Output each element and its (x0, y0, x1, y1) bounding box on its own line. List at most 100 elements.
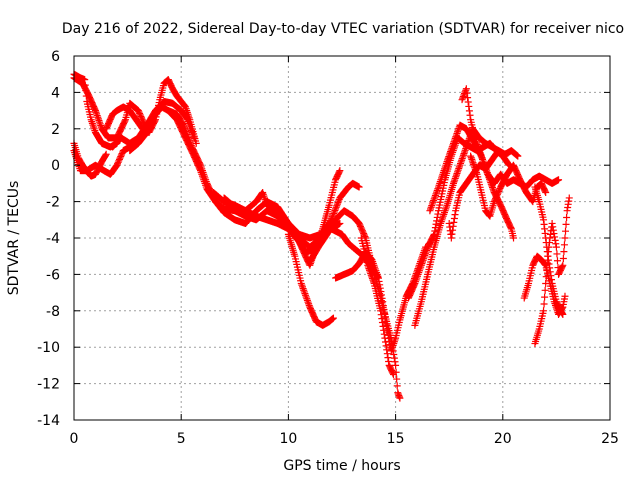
data-point (464, 94, 472, 102)
series-track-20 (445, 147, 509, 242)
x-tick-label: 5 (177, 431, 186, 447)
data-point (381, 338, 389, 346)
data-point (547, 276, 555, 284)
data-point (392, 361, 400, 369)
data-point (121, 117, 129, 125)
data-point (391, 358, 399, 366)
data-point (542, 280, 550, 287)
data-point (302, 291, 310, 299)
data-point (465, 102, 473, 110)
data-point (378, 315, 386, 323)
data-point (462, 85, 470, 93)
data-point (546, 264, 554, 272)
data-point (388, 345, 396, 353)
data-point (427, 205, 435, 213)
data-point (382, 321, 390, 329)
data-point (297, 280, 305, 287)
data-point (553, 257, 561, 265)
data-point (88, 118, 96, 126)
data-point (547, 272, 555, 280)
data-point (382, 317, 390, 325)
data-point (450, 215, 458, 222)
data-point (379, 322, 387, 330)
data-point (334, 199, 342, 207)
data-point (336, 167, 344, 175)
data-point (384, 354, 392, 362)
data-point (303, 296, 311, 304)
data-point (546, 268, 554, 276)
y-tick-label: -6 (46, 267, 60, 283)
data-point (378, 319, 386, 326)
data-point (381, 334, 389, 342)
data-point (551, 233, 559, 241)
data-point (330, 208, 338, 216)
data-point (329, 211, 337, 219)
data-point (299, 285, 307, 293)
data-point (385, 358, 393, 365)
data-point (548, 219, 556, 227)
data-point (562, 220, 570, 228)
data-point (300, 286, 308, 294)
axis-ticks (73, 55, 611, 421)
data-point (551, 236, 559, 244)
data-point (377, 311, 385, 319)
data-point (430, 197, 438, 205)
data-point (335, 197, 343, 205)
data-point (430, 195, 438, 203)
data-point (396, 394, 404, 402)
data-point (541, 286, 549, 294)
data-point (432, 190, 440, 198)
data-point (302, 293, 310, 301)
data-point (390, 350, 398, 358)
data-point (336, 219, 344, 227)
data-point (426, 207, 434, 215)
data-point (431, 193, 439, 201)
data-point (429, 198, 437, 206)
data-point (433, 186, 441, 194)
data-point (448, 230, 456, 238)
data-point (431, 191, 439, 199)
series-track-08 (164, 107, 382, 282)
x-tick-label: 10 (279, 431, 297, 447)
data-point (565, 194, 573, 202)
data-point (335, 168, 343, 176)
data-point (541, 187, 549, 195)
data-point (434, 183, 442, 191)
data-point (305, 300, 313, 308)
tick-labels: 0 5 10 15 20 25 -14 -12 -10 -8 -6 -4 -2 0 2 4 6 (37, 49, 619, 447)
data-point (89, 121, 97, 129)
x-tick-label: 15 (387, 431, 405, 447)
data-point (380, 330, 388, 338)
data-point (501, 152, 509, 160)
data-point (390, 354, 398, 362)
data-point (514, 152, 522, 160)
data-point (361, 233, 369, 241)
data-point (549, 226, 557, 234)
data-point (428, 200, 436, 208)
data-point (544, 252, 552, 260)
data-point (332, 205, 340, 213)
data-point (393, 382, 401, 390)
data-point (553, 250, 561, 258)
data-point (559, 261, 567, 269)
data-point (433, 188, 441, 196)
data-point (558, 263, 566, 271)
data-point (298, 283, 306, 291)
data-point (561, 234, 569, 242)
chart-title: Day 216 of 2022, Sidereal Day-to-day VTE… (62, 21, 624, 37)
data-point (540, 307, 548, 315)
data-point (552, 243, 560, 251)
data-point (355, 183, 363, 191)
data-point (330, 210, 338, 218)
y-tick-label: -10 (37, 340, 60, 356)
y-tick-label: -8 (46, 304, 60, 320)
y-tick-label: -12 (37, 377, 60, 393)
data-point (389, 369, 397, 377)
data-point (561, 292, 569, 300)
data-point (389, 371, 397, 378)
data-point (432, 220, 440, 228)
x-axis-label: GPS time / hours (283, 458, 400, 474)
x-tick-label: 20 (494, 431, 512, 447)
data-point (332, 203, 340, 211)
data-point (102, 151, 110, 159)
